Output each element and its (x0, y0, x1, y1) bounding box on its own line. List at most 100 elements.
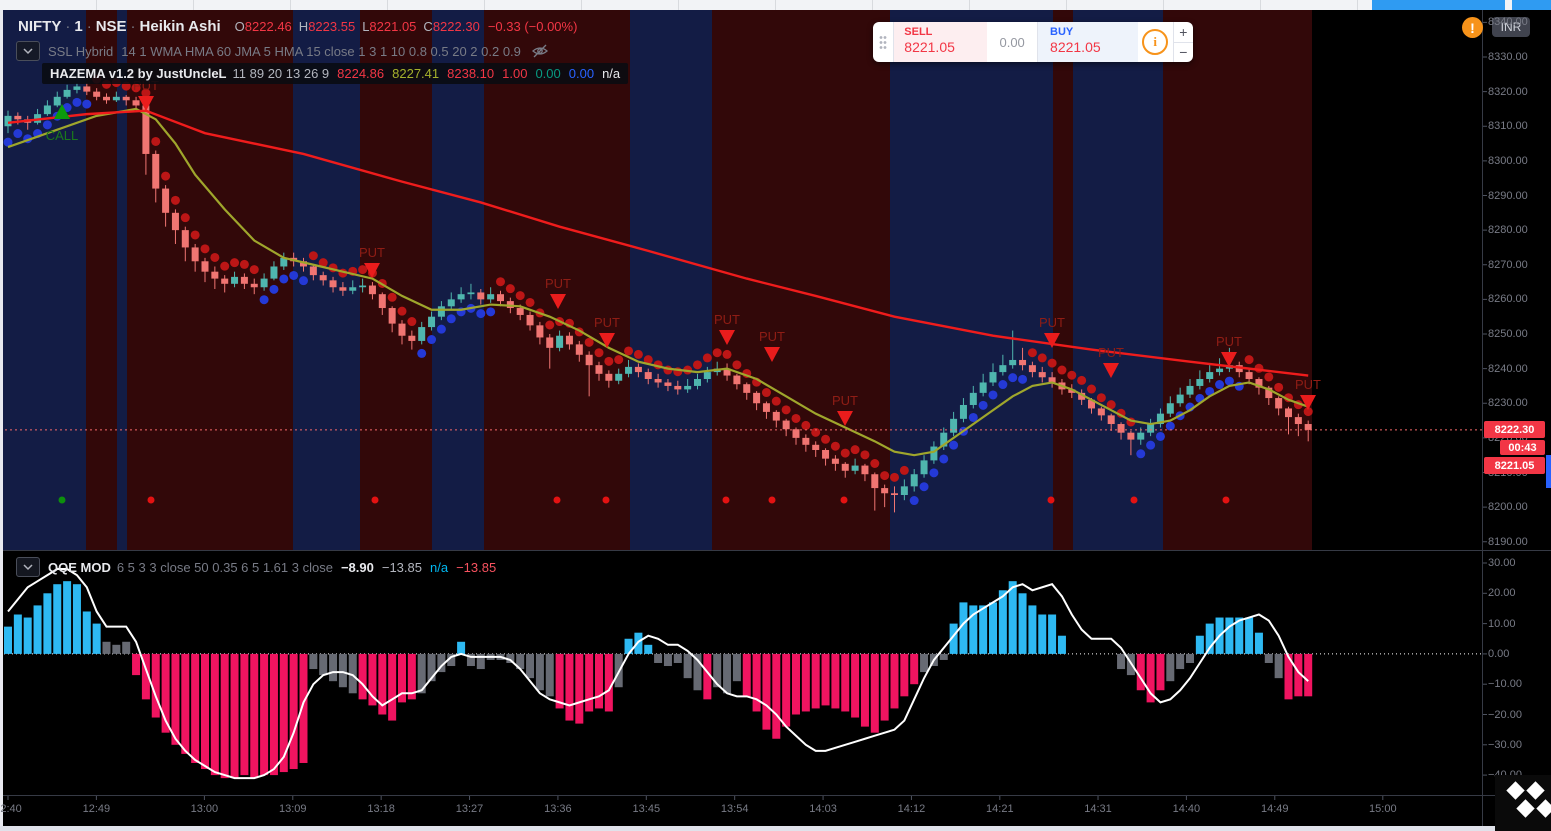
warning-icon[interactable]: ! (1462, 17, 1483, 38)
trend-dot-blue (82, 99, 92, 109)
qqe-histogram-bar (476, 653, 485, 670)
trend-dot-red (771, 396, 781, 406)
collapse-chevron-button[interactable] (16, 557, 40, 577)
qqe-histogram-bar (388, 653, 397, 721)
quantity-decrease-button[interactable]: − (1179, 44, 1188, 61)
trend-dot-blue (269, 284, 279, 294)
qqe-histogram-bar (939, 653, 948, 660)
buy-button[interactable]: BUY 8221.05 (1038, 22, 1138, 62)
put-signal-dot (768, 496, 776, 504)
candle-body (585, 354, 593, 366)
candle-body (625, 366, 633, 374)
interval[interactable]: 1 (74, 18, 83, 35)
candle-body (989, 372, 997, 383)
price-axis-label: 8340.00 (1488, 16, 1528, 29)
candle-body (1009, 359, 1017, 366)
put-signal-dot (371, 496, 379, 504)
candle-body (871, 474, 879, 489)
candle-body (703, 372, 711, 380)
candle-body (595, 365, 603, 374)
candle-body (112, 96, 120, 101)
put-marker-label: PUT (594, 315, 620, 330)
trend-dot-red (860, 450, 870, 460)
order-info-button[interactable]: i (1138, 22, 1173, 62)
quantity-increase-button[interactable]: + (1173, 22, 1193, 43)
trend-dot-red (1106, 400, 1116, 410)
qqe-histogram-bar (151, 653, 160, 718)
currency-badge[interactable]: INR (1492, 17, 1530, 37)
qqe-histogram-bar (841, 653, 850, 712)
clipped-blue-element (1546, 455, 1551, 488)
sell-label: SELL (904, 26, 933, 38)
put-signal-dot (840, 496, 848, 504)
qqe-histogram-bar (33, 605, 42, 654)
candle-body (487, 294, 495, 300)
symbol-legend[interactable]: NIFTY · 1 · NSE · Heikin Ashi O8222.46 H8223.55 L… (18, 18, 577, 35)
qqe-histogram-bar (851, 653, 860, 718)
order-panel-drag-handle[interactable] (873, 22, 895, 62)
candle-body (398, 323, 406, 336)
qqe-histogram-bar (457, 641, 466, 654)
pane-divider[interactable] (0, 550, 1551, 551)
qqe-histogram-bar (427, 653, 436, 682)
qqe-histogram-bar (545, 653, 554, 697)
low-value: 8221.05 (369, 19, 417, 34)
qqe-histogram-bar (772, 653, 781, 739)
trend-dot-blue (1224, 376, 1234, 386)
trend-dot-blue (13, 129, 23, 139)
qqe-histogram-bar (1264, 653, 1273, 663)
put-signal-dot (553, 496, 561, 504)
symbol-name[interactable]: NIFTY (18, 18, 62, 35)
candle-body (979, 382, 987, 393)
tradingview-logo[interactable] (1495, 775, 1551, 831)
qqe-histogram-bar (506, 653, 515, 663)
candle-body (240, 276, 248, 284)
trend-band (117, 10, 127, 550)
candle-body (1275, 398, 1283, 409)
qqe-histogram-bar (378, 653, 387, 715)
time-axis-label: 12:49 (82, 803, 111, 815)
put-marker-triangle (550, 294, 566, 309)
eye-off-icon[interactable] (531, 43, 549, 59)
chevron-down-icon (23, 48, 33, 55)
buy-price: 8221.05 (1050, 39, 1101, 55)
qqe-histogram-bar (1304, 653, 1313, 697)
put-marker-label: PUT (1039, 315, 1065, 330)
qqe-histogram-bar (348, 653, 357, 694)
put-marker-triangle (364, 263, 380, 278)
trend-dot-blue (427, 335, 437, 345)
candle-body (1137, 432, 1145, 440)
qqe-histogram-bar (260, 653, 269, 776)
toolbar-blue-button-2[interactable] (1512, 0, 1551, 10)
toolbar-blue-button[interactable] (1372, 0, 1505, 10)
put-marker-triangle (764, 347, 780, 362)
time-axis-label: 14:03 (809, 803, 837, 815)
quantity-field[interactable]: 0.00 (987, 22, 1039, 62)
trend-dot-red (830, 441, 840, 451)
sell-button[interactable]: SELL 8221.05 (894, 22, 988, 62)
qqe-params: 6 5 3 3 close 50 0.35 6 5 1.61 3 close (116, 559, 333, 575)
trend-dot-red (407, 317, 417, 327)
put-marker-label: PUT (759, 329, 785, 344)
candle-body (831, 458, 839, 464)
put-marker-label: PUT (545, 276, 571, 291)
candle-body (388, 308, 396, 324)
qqe-histogram-bar (723, 653, 732, 694)
last-price-badge: 8222.30 (1484, 421, 1545, 438)
collapse-chevron-button[interactable] (16, 41, 40, 61)
trend-dot-red (870, 459, 880, 468)
trend-dot-red (594, 348, 604, 358)
trend-dot-blue (988, 390, 998, 400)
candle-body (368, 285, 376, 295)
qqe-histogram-bar (673, 653, 682, 663)
trend-dot-red (693, 360, 702, 370)
trend-dot-blue (72, 97, 82, 107)
put-signal-dot (602, 496, 610, 504)
candle-body (920, 460, 928, 475)
trend-dot-blue (279, 274, 289, 284)
qqe-histogram-bar (43, 593, 52, 654)
qqe-histogram-bar (417, 653, 426, 694)
trend-dot-red (821, 434, 831, 444)
candle-body (940, 432, 948, 447)
